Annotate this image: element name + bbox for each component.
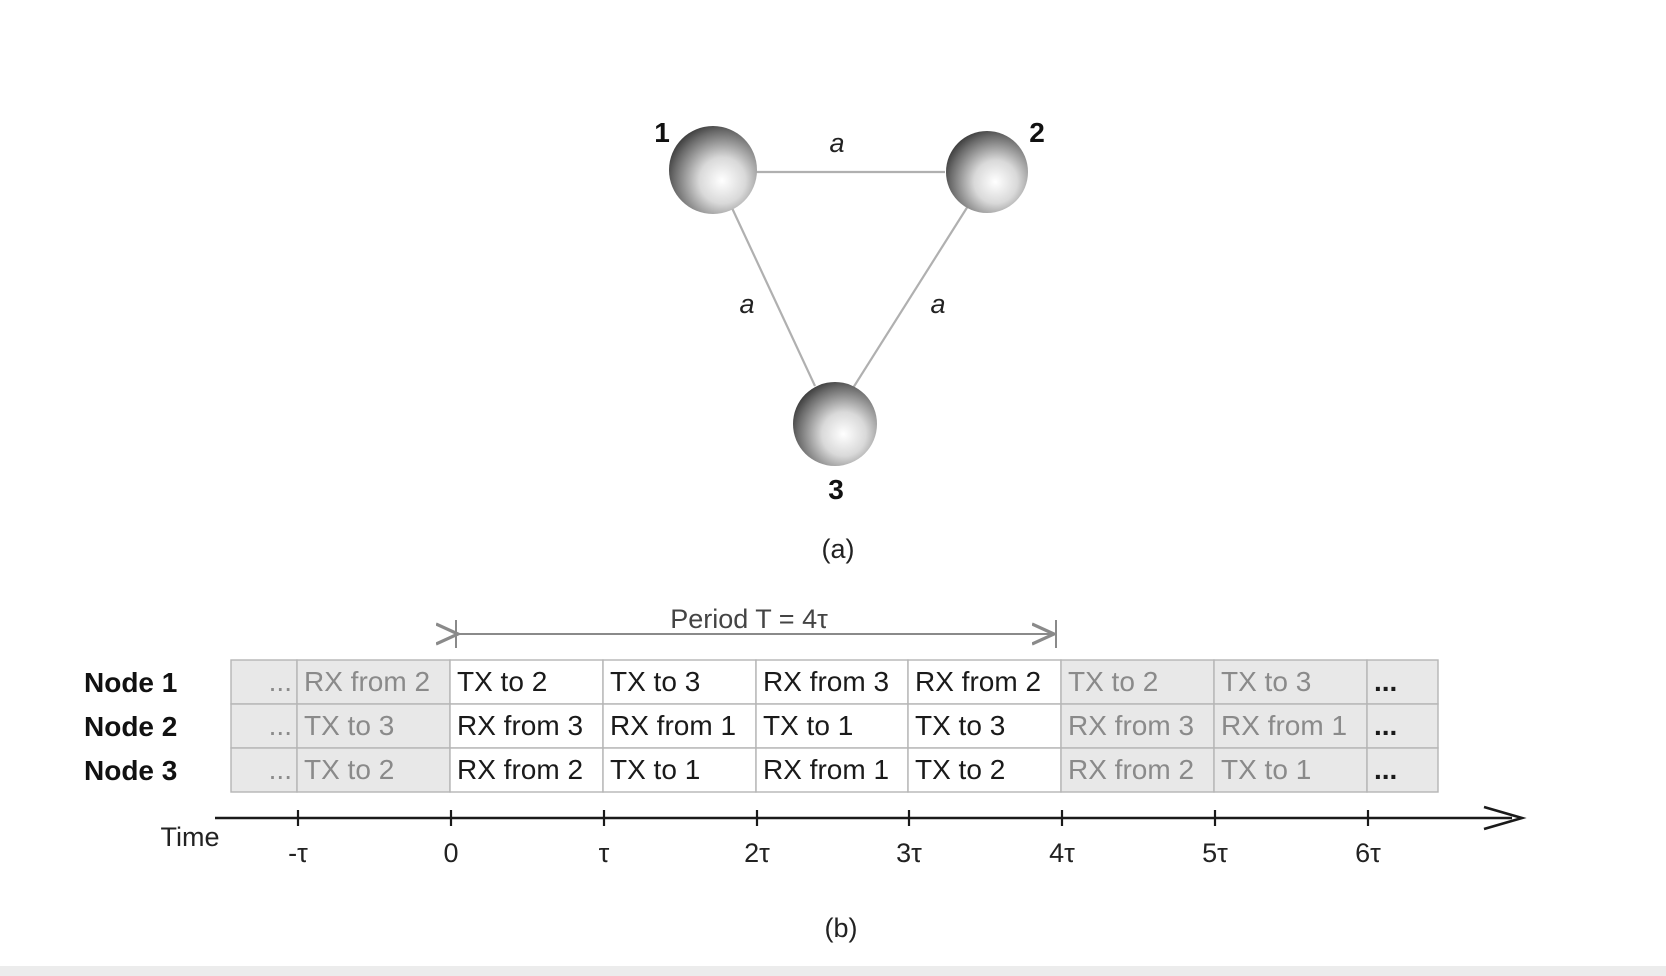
- edge-label-2-3: a: [930, 289, 945, 319]
- schedule-grid: Node 1... RX from 2 TX to 2 TX to 3 RX from …: [84, 659, 1439, 793]
- time-axis-label: Time: [161, 822, 220, 852]
- edge-1-3: [731, 207, 816, 387]
- schedule-cell-bg: [1060, 659, 1215, 705]
- schedule-cell-text: RX from 2: [915, 666, 1041, 697]
- row-label-node-1: Node 1: [84, 667, 177, 698]
- axis-tick-label: 2τ: [744, 838, 770, 868]
- schedule-cell-text: RX from 3: [1068, 710, 1194, 741]
- node-label-2: 2: [1029, 117, 1045, 148]
- schedule-panel: Period T = 4τ Node 1... RX from 2 TX to 2 T…: [84, 604, 1527, 943]
- edge-label-1-2: a: [829, 128, 844, 158]
- schedule-cell-text: TX to 3: [304, 710, 394, 741]
- topology-panel: a a a 1 2 3 (a): [654, 117, 1045, 564]
- schedule-cell-text: ...: [269, 710, 292, 741]
- schedule-cell-bg: [449, 659, 604, 705]
- schedule-cell-bg: [230, 747, 298, 793]
- axis-tick-label: 3τ: [896, 838, 922, 868]
- axis-tick-label: 5τ: [1202, 838, 1228, 868]
- node-3-sphere: [793, 382, 877, 466]
- schedule-cell-text: TX to 3: [915, 710, 1005, 741]
- schedule-cell-text: TX to 2: [457, 666, 547, 697]
- schedule-cell-text: RX from 1: [763, 754, 889, 785]
- schedule-cell-text: TX to 1: [763, 710, 853, 741]
- schedule-cell-text: TX to 3: [610, 666, 700, 697]
- schedule-cell-bg: [602, 703, 757, 749]
- bottom-band: [0, 966, 1666, 976]
- time-axis-arrowhead: [1483, 805, 1527, 831]
- schedule-cell-bg: [907, 747, 1062, 793]
- node-1-sphere: [669, 126, 757, 214]
- schedule-cell-bg: [1366, 703, 1439, 749]
- schedule-cell-bg: [602, 747, 757, 793]
- axis-ticks: -τ 0 τ 2τ 3τ 4τ 5τ 6τ: [288, 810, 1381, 868]
- schedule-cell-bg: [296, 747, 451, 793]
- edge-label-1-3: a: [739, 289, 754, 319]
- schedule-cell-bg: [1213, 747, 1368, 793]
- axis-tick-label: 0: [443, 838, 458, 868]
- schedule-cell-text: ...: [1374, 710, 1397, 741]
- schedule-cell-bg: [1213, 703, 1368, 749]
- caption-a: (a): [822, 534, 855, 564]
- schedule-cell-text: TX to 2: [1068, 666, 1158, 697]
- schedule-cell-bg: [230, 659, 298, 705]
- schedule-cell-text: TX to 1: [610, 754, 700, 785]
- axis-tick-label: τ: [599, 838, 610, 868]
- caption-b: (b): [825, 913, 858, 943]
- schedule-cell-text: TX to 3: [1221, 666, 1311, 697]
- schedule-cell-bg: [1060, 703, 1215, 749]
- schedule-cell-text: ...: [269, 666, 292, 697]
- schedule-cell-bg: [1060, 747, 1215, 793]
- schedule-cell-text: TX to 2: [915, 754, 1005, 785]
- schedule-cell-bg: [755, 659, 909, 705]
- schedule-cell-text: TX to 1: [1221, 754, 1311, 785]
- schedule-cell-text: RX from 1: [610, 710, 736, 741]
- schedule-cell-text: TX to 2: [304, 754, 394, 785]
- node-2-sphere: [946, 131, 1028, 213]
- axis-tick-label: 4τ: [1049, 838, 1075, 868]
- schedule-cell-text: ...: [269, 754, 292, 785]
- schedule-cell-bg: [1366, 747, 1439, 793]
- edge-2-3: [852, 205, 969, 389]
- period-label: Period T = 4τ: [670, 604, 828, 634]
- schedule-cell-text: RX from 2: [457, 754, 583, 785]
- row-label-node-2: Node 2: [84, 711, 177, 742]
- node-label-3: 3: [828, 474, 844, 505]
- schedule-cell-bg: [296, 703, 451, 749]
- schedule-cell-bg: [907, 703, 1062, 749]
- schedule-cell-bg: [755, 747, 909, 793]
- schedule-cell-text: RX from 3: [763, 666, 889, 697]
- schedule-cell-text: RX from 2: [304, 666, 430, 697]
- node-label-1: 1: [654, 117, 670, 148]
- schedule-cell-text: RX from 3: [457, 710, 583, 741]
- schedule-cell-text: ...: [1374, 754, 1397, 785]
- schedule-cell-text: RX from 2: [1068, 754, 1194, 785]
- schedule-cell-bg: [449, 747, 604, 793]
- schedule-cell-text: RX from 1: [1221, 710, 1347, 741]
- schedule-cell-bg: [1366, 659, 1439, 705]
- axis-tick-label: -τ: [288, 838, 308, 868]
- schedule-cell-text: ...: [1374, 666, 1397, 697]
- row-label-node-3: Node 3: [84, 755, 177, 786]
- axis-tick-label: 6τ: [1355, 838, 1381, 868]
